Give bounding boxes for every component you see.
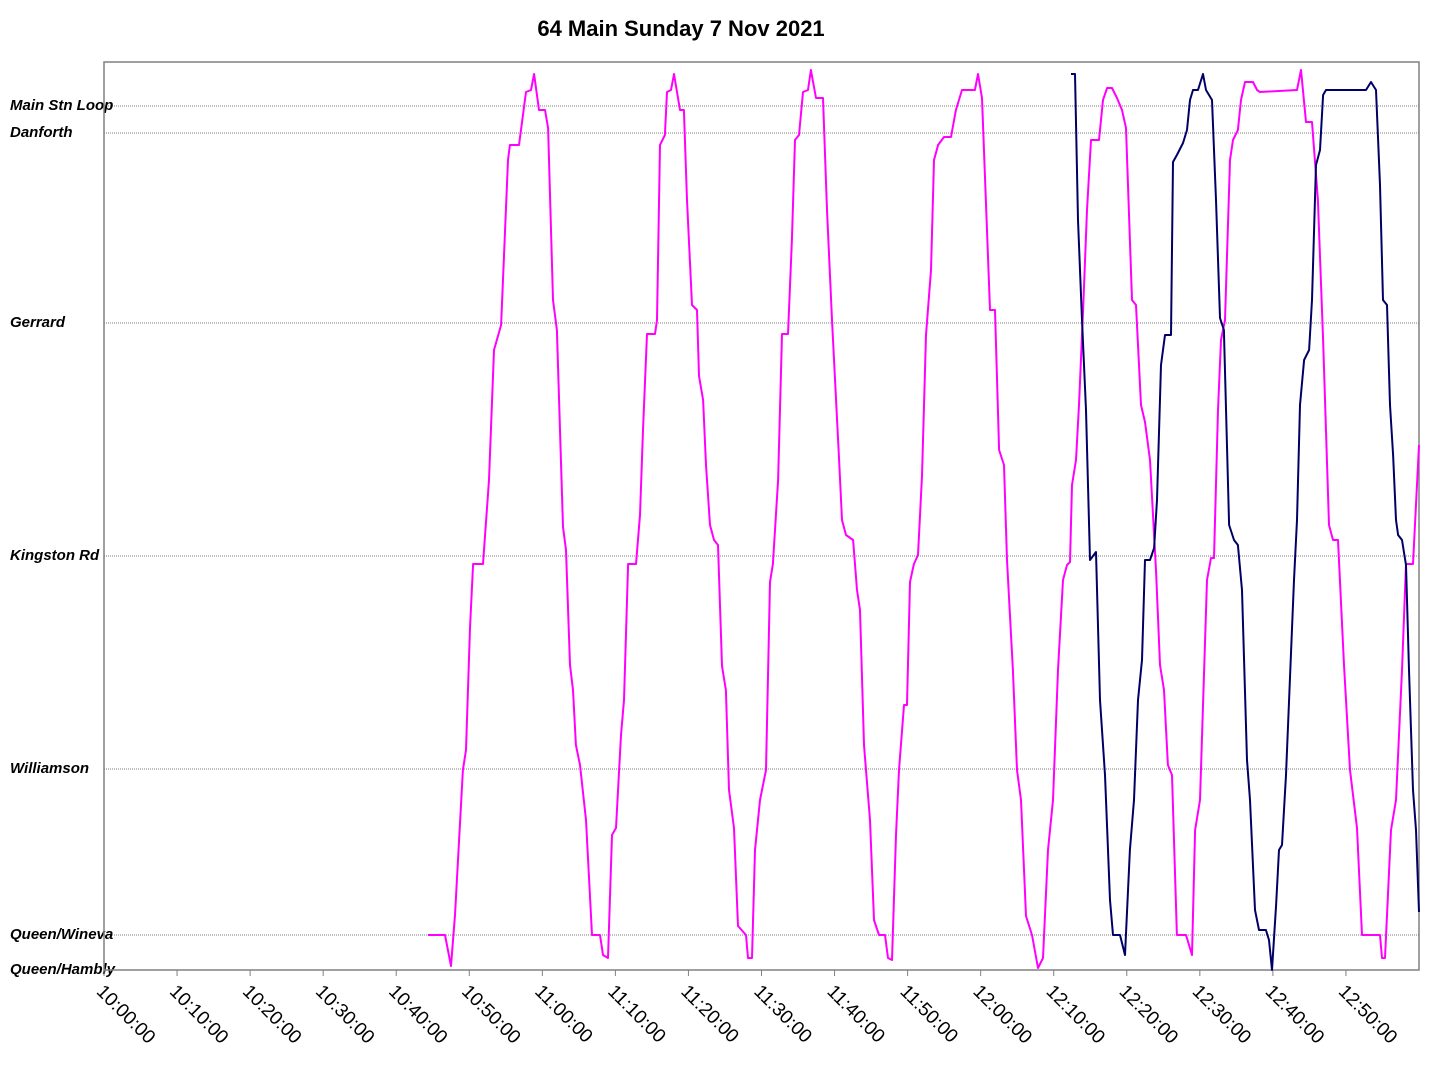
chart-title: 64 Main Sunday 7 Nov 2021 — [537, 16, 824, 41]
y-tick-label: Kingston Rd — [10, 547, 100, 564]
y-tick-label: Queen/Wineva — [10, 926, 113, 943]
y-tick-label: Gerrard — [10, 314, 66, 331]
series-line — [428, 69, 1420, 969]
y-tick-label: Danforth — [10, 124, 73, 141]
series-line — [1071, 73, 1420, 971]
y-tick-label: Main Stn Loop — [10, 97, 113, 114]
y-tick-label: Williamson — [10, 760, 89, 777]
y-tick-label: Queen/Hambly — [10, 961, 116, 978]
